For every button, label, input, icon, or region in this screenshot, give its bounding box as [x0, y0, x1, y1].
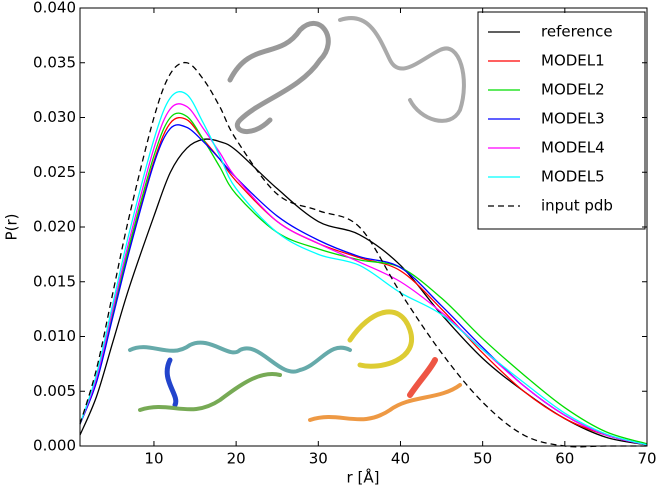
legend-label: input pdb — [541, 197, 613, 215]
y-tick-label: 0.010 — [33, 327, 76, 345]
series-line — [79, 91, 648, 446]
legend-box — [477, 11, 646, 230]
y-tick-label: 0.025 — [33, 163, 76, 181]
plot-area — [79, 61, 648, 448]
y-tick-label: 0.030 — [33, 108, 76, 126]
x-tick-label: 50 — [473, 450, 492, 468]
legend-label: MODEL4 — [541, 139, 605, 157]
structure-illustration — [128, 16, 466, 422]
legend-label: reference — [541, 23, 613, 41]
y-tick-label: 0.000 — [33, 437, 76, 455]
legend-label: MODEL2 — [541, 81, 605, 99]
y-tick-label: 0.015 — [33, 272, 76, 290]
x-tick-label: 30 — [309, 450, 328, 468]
legend: reference MODEL1 MODEL2 MODEL3 MODEL4 MODEL5 i… — [477, 11, 646, 230]
y-tick-label: 0.020 — [33, 218, 76, 236]
y-tick-label: 0.005 — [33, 382, 76, 400]
y-tick-label: 0.035 — [33, 53, 76, 71]
legend-label: MODEL3 — [541, 110, 605, 128]
series-line — [79, 112, 648, 445]
y-axis-label: P(r) — [3, 214, 21, 241]
series-line — [79, 103, 648, 446]
legend-label: MODEL5 — [541, 168, 605, 186]
x-tick-label: 10 — [144, 450, 163, 468]
x-tick-label: 70 — [637, 450, 656, 468]
x-tick-label: 60 — [555, 450, 574, 468]
x-tick-label: 40 — [391, 450, 410, 468]
legend-label: MODEL1 — [541, 52, 605, 70]
x-axis-label: r [Å] — [347, 468, 380, 487]
series-line — [79, 61, 647, 448]
y-tick-label: 0.040 — [33, 0, 76, 17]
x-tick-label: 20 — [227, 450, 246, 468]
